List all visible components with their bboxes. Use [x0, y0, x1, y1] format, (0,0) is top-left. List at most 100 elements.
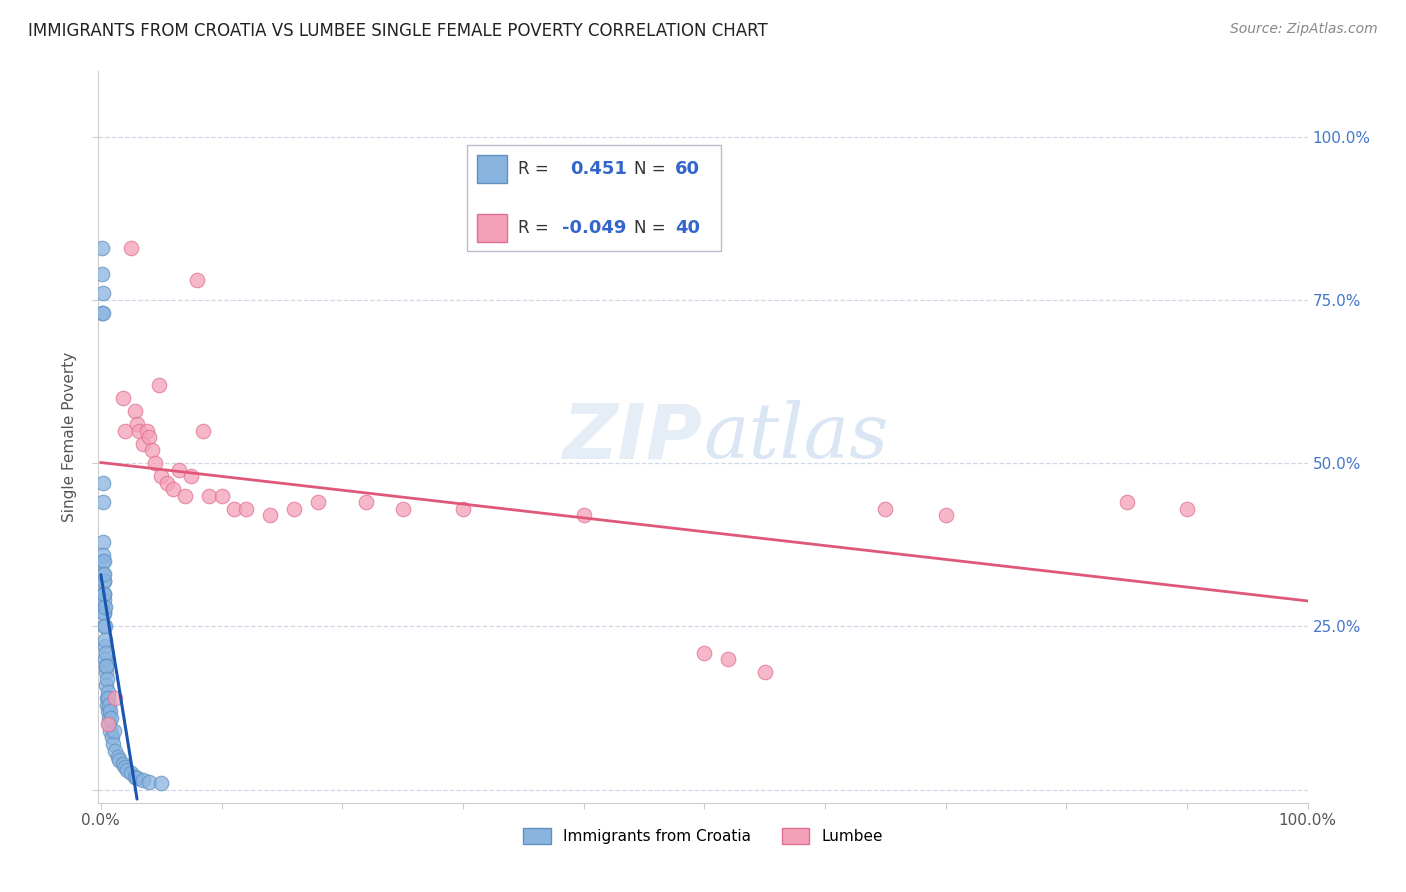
Point — [94, 639, 117, 653]
Point — [180, 469, 202, 483]
Point — [93, 574, 115, 588]
Point — [104, 691, 127, 706]
Point — [91, 495, 114, 509]
Point — [93, 587, 115, 601]
Text: 60: 60 — [675, 161, 700, 178]
Point — [93, 567, 115, 582]
Text: ZIP: ZIP — [564, 401, 703, 474]
Text: N =: N = — [634, 161, 665, 178]
Point — [100, 723, 122, 738]
Point — [94, 646, 117, 660]
Text: -0.049: -0.049 — [561, 219, 626, 237]
Point — [235, 502, 257, 516]
Point — [120, 766, 142, 780]
Point — [259, 508, 281, 523]
Point — [96, 658, 118, 673]
Point — [93, 607, 115, 621]
Point — [103, 723, 125, 738]
Point — [97, 711, 120, 725]
Point — [754, 665, 776, 680]
Point — [132, 772, 155, 787]
Point — [91, 475, 114, 490]
Point — [222, 502, 245, 516]
Text: IMMIGRANTS FROM CROATIA VS LUMBEE SINGLE FEMALE POVERTY CORRELATION CHART: IMMIGRANTS FROM CROATIA VS LUMBEE SINGLE… — [28, 22, 768, 40]
Point — [97, 705, 120, 719]
Point — [91, 554, 114, 568]
Point — [124, 770, 146, 784]
Point — [211, 489, 233, 503]
Point — [100, 711, 122, 725]
FancyBboxPatch shape — [477, 155, 508, 183]
Point — [186, 273, 208, 287]
Point — [94, 619, 117, 633]
Text: N =: N = — [634, 219, 665, 237]
Point — [128, 424, 150, 438]
Text: R =: R = — [517, 161, 548, 178]
Point — [150, 776, 173, 790]
Point — [93, 587, 115, 601]
Point — [94, 632, 117, 647]
Point — [356, 495, 378, 509]
Point — [91, 534, 114, 549]
Point — [93, 619, 115, 633]
Point — [156, 475, 179, 490]
Point — [97, 691, 120, 706]
Point — [125, 771, 148, 785]
Point — [91, 241, 114, 255]
Text: Source: ZipAtlas.com: Source: ZipAtlas.com — [1230, 22, 1378, 37]
Point — [717, 652, 740, 666]
Point — [114, 424, 136, 438]
Point — [94, 652, 117, 666]
Point — [94, 599, 117, 614]
Point — [93, 599, 115, 614]
Point — [93, 587, 115, 601]
Point — [91, 306, 114, 320]
Point — [93, 548, 115, 562]
Point — [162, 483, 184, 497]
Point — [193, 424, 215, 438]
Point — [93, 607, 115, 621]
Point — [114, 760, 136, 774]
Y-axis label: Single Female Poverty: Single Female Poverty — [62, 352, 77, 522]
Point — [138, 430, 160, 444]
Point — [96, 698, 118, 712]
Point — [97, 717, 120, 731]
Point — [104, 743, 127, 757]
Point — [451, 502, 474, 516]
Point — [572, 508, 595, 523]
Point — [93, 554, 115, 568]
Point — [100, 731, 122, 745]
Point — [98, 698, 121, 712]
Point — [169, 463, 191, 477]
Point — [98, 717, 121, 731]
Point — [150, 469, 173, 483]
Point — [94, 658, 117, 673]
Point — [307, 495, 329, 509]
Point — [96, 678, 118, 692]
Point — [108, 753, 131, 767]
Point — [124, 404, 146, 418]
Point — [111, 391, 134, 405]
Point — [120, 241, 142, 255]
Point — [107, 750, 129, 764]
Point — [132, 436, 155, 450]
Point — [141, 443, 163, 458]
Point — [283, 502, 305, 516]
Point — [1175, 502, 1198, 516]
Point — [101, 737, 124, 751]
Point — [91, 306, 114, 320]
Point — [111, 756, 134, 771]
Text: R =: R = — [517, 219, 548, 237]
Point — [148, 377, 170, 392]
Point — [117, 763, 139, 777]
Point — [138, 775, 160, 789]
Point — [94, 665, 117, 680]
Point — [93, 593, 115, 607]
Point — [96, 672, 118, 686]
Text: 40: 40 — [675, 219, 700, 237]
Point — [125, 417, 148, 431]
Point — [143, 456, 166, 470]
Point — [93, 567, 115, 582]
FancyBboxPatch shape — [467, 145, 721, 251]
FancyBboxPatch shape — [477, 214, 508, 242]
